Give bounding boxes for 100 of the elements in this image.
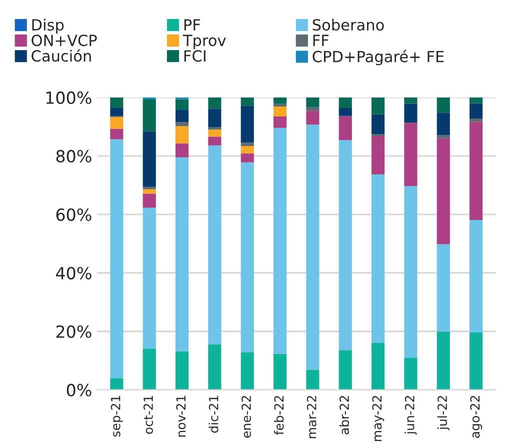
x-tick-label: ene-22 bbox=[242, 396, 251, 438]
bar bbox=[110, 108, 124, 116]
bar bbox=[176, 110, 189, 122]
bar bbox=[338, 140, 352, 350]
bar bbox=[208, 126, 222, 130]
bar bbox=[306, 107, 320, 111]
bar bbox=[142, 189, 156, 194]
bar bbox=[110, 378, 124, 390]
x-tick-label: dic-21 bbox=[208, 396, 218, 433]
legend-label: FF bbox=[313, 34, 329, 46]
y-tick-label: 40% bbox=[56, 266, 92, 280]
bar bbox=[176, 157, 189, 352]
bar bbox=[338, 350, 352, 390]
bar bbox=[110, 97, 124, 108]
bar bbox=[240, 146, 254, 154]
x-tick-label: nov-21 bbox=[176, 396, 186, 437]
bar bbox=[142, 100, 156, 132]
x-tick-label: feb-22 bbox=[274, 396, 284, 435]
bar bbox=[176, 143, 189, 158]
bar bbox=[436, 138, 450, 244]
bar bbox=[208, 136, 222, 146]
legend-label: PF bbox=[184, 19, 200, 30]
bar bbox=[176, 122, 189, 126]
bar bbox=[142, 186, 156, 190]
bar bbox=[208, 108, 222, 127]
bar bbox=[176, 99, 189, 110]
bar bbox=[240, 97, 254, 106]
bar bbox=[176, 351, 189, 390]
bar bbox=[306, 124, 320, 370]
bar bbox=[372, 97, 385, 114]
bar bbox=[208, 97, 222, 109]
bar bbox=[372, 174, 385, 344]
legend-label: Soberano bbox=[312, 18, 384, 31]
bar bbox=[142, 97, 156, 100]
bar bbox=[306, 370, 320, 390]
bar bbox=[142, 131, 156, 187]
bar bbox=[404, 97, 418, 104]
bar bbox=[274, 128, 287, 354]
bar bbox=[208, 145, 222, 344]
bar bbox=[372, 114, 385, 134]
bar bbox=[436, 135, 450, 138]
bar bbox=[436, 244, 450, 332]
bar bbox=[470, 118, 483, 122]
bar bbox=[110, 139, 124, 378]
bar bbox=[110, 128, 124, 140]
y-tick-label: 80% bbox=[56, 150, 92, 163]
legend-label: Tprov bbox=[182, 34, 226, 50]
bar bbox=[142, 208, 156, 349]
x-tick-label: abr-22 bbox=[339, 396, 350, 434]
bar bbox=[470, 122, 483, 220]
bar bbox=[306, 110, 320, 125]
legend-label: ON+VCP bbox=[32, 34, 97, 46]
x-tick-label: sep-21 bbox=[110, 396, 123, 437]
bar bbox=[372, 343, 385, 390]
x-tick-label: may-22 bbox=[372, 396, 384, 441]
bar bbox=[404, 122, 418, 186]
x-tick-label: jul-22 bbox=[437, 396, 450, 430]
bar bbox=[142, 194, 156, 208]
bar bbox=[404, 358, 418, 390]
x-tick-label: mar-22 bbox=[306, 396, 316, 438]
y-tick-label: 20% bbox=[56, 325, 92, 338]
y-tick-label: 100% bbox=[46, 91, 92, 104]
x-tick-label: ago-22 bbox=[470, 396, 482, 438]
bar bbox=[470, 220, 483, 333]
bar bbox=[436, 332, 450, 390]
bar bbox=[338, 97, 352, 108]
legend-label: Disp bbox=[32, 18, 64, 34]
bar bbox=[240, 153, 254, 162]
bar bbox=[338, 108, 352, 116]
bar bbox=[470, 103, 483, 119]
bar bbox=[240, 142, 254, 146]
bar bbox=[470, 97, 483, 104]
bar bbox=[404, 104, 418, 123]
bar bbox=[274, 104, 287, 107]
bar bbox=[176, 126, 189, 144]
bar bbox=[372, 136, 385, 174]
bar bbox=[274, 116, 287, 128]
bar bbox=[338, 116, 352, 140]
bar bbox=[436, 112, 450, 136]
bar bbox=[470, 332, 483, 390]
legend-label: Caución bbox=[32, 49, 91, 62]
y-tick-label: 0% bbox=[66, 384, 92, 396]
bar bbox=[240, 106, 254, 143]
legend-label: CPD+Pagaré+ FE bbox=[312, 50, 444, 66]
bar bbox=[240, 352, 254, 390]
legend-label: FCI bbox=[184, 50, 206, 62]
bar bbox=[404, 186, 418, 358]
bar bbox=[436, 97, 450, 113]
bar bbox=[306, 97, 320, 108]
bar bbox=[240, 162, 254, 352]
x-tick-label: jun-22 bbox=[404, 396, 417, 435]
bar bbox=[142, 348, 156, 390]
bar bbox=[110, 117, 124, 129]
y-tick-label: 60% bbox=[56, 208, 92, 221]
bar bbox=[274, 354, 287, 390]
bar bbox=[208, 130, 222, 137]
bar bbox=[274, 97, 287, 104]
bar bbox=[208, 344, 222, 390]
bar bbox=[274, 106, 287, 116]
x-tick-label: oct-21 bbox=[144, 396, 153, 434]
